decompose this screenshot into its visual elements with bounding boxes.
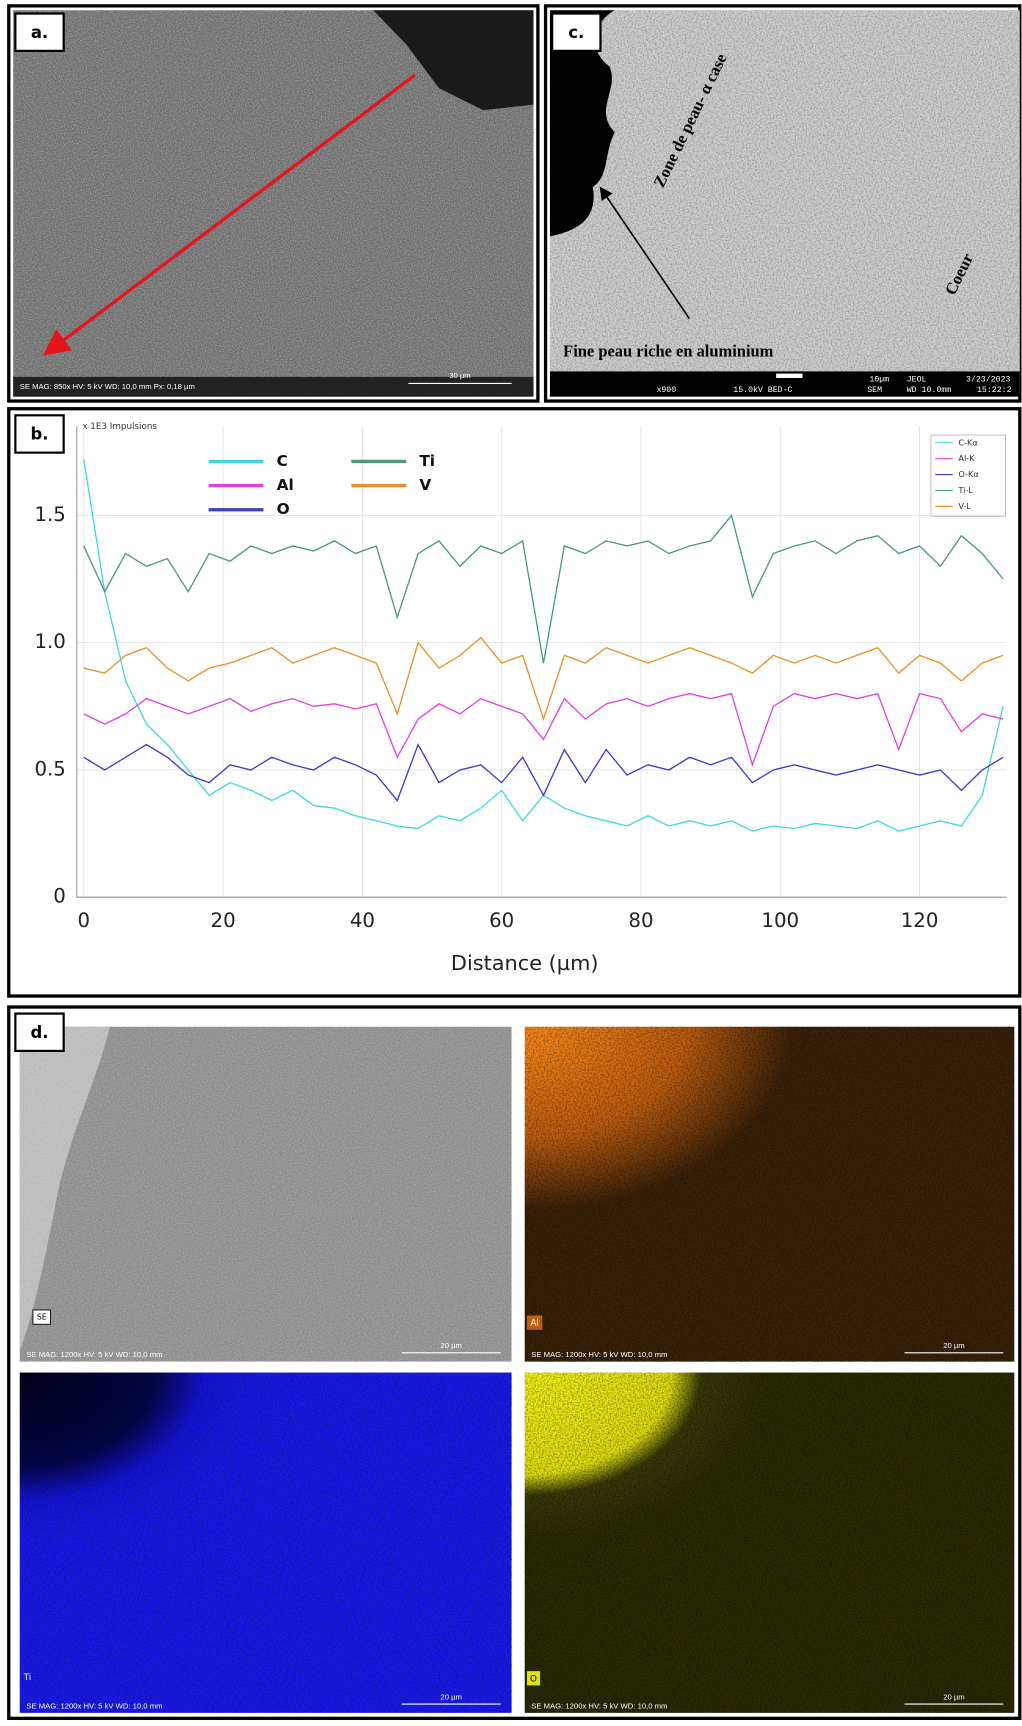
caption: SE MAG: 1200x HV: 5 kV WD: 10,0 mm [531, 1350, 667, 1359]
panel-tag [551, 12, 602, 52]
texture [19, 1372, 512, 1713]
panel-tag [14, 414, 65, 454]
x-tick-label: 40 [350, 909, 375, 932]
panel-tag [14, 12, 65, 52]
inset-legend-label: Ti-L [957, 485, 973, 495]
texture [524, 1026, 1015, 1362]
caption: SE MAG: 850x HV: 5 kV WD: 10,0 mm Px: 0,… [20, 382, 195, 391]
legend-label: Ti [419, 452, 435, 470]
legend-label: O [277, 500, 290, 518]
y-tick-label: 0.5 [34, 757, 65, 780]
tag-box [526, 1315, 543, 1330]
panel-label: d. [31, 1023, 49, 1042]
se-tag: SE [37, 1313, 47, 1322]
scale-label: 10µm [869, 375, 889, 384]
unit-label: x 1E3 Impulsions [82, 422, 157, 432]
series-line [83, 636, 1004, 722]
scale-label: 20 µm [943, 1341, 964, 1350]
legend-label: V [419, 476, 431, 494]
tag-box [526, 1671, 541, 1686]
mount-region [549, 10, 615, 237]
scale-label: 20 µm [440, 1693, 461, 1702]
zone-arrow [599, 186, 691, 320]
panel-label: c. [568, 23, 584, 42]
brand: JEOL [907, 375, 927, 384]
series-line [83, 692, 1004, 767]
series-line [83, 514, 1004, 664]
o-tag: O [530, 1674, 537, 1684]
inset-legend-label: Al-K [958, 453, 975, 463]
panel-c: Zone de peau- α case Coeur Fine peau ric… [543, 4, 1022, 403]
inset-legend-box [930, 434, 1006, 517]
x-tick-label: 20 [211, 909, 236, 932]
x-tick-label: 0 [78, 909, 91, 932]
x-tick-label: 80 [628, 909, 653, 932]
profile-arrow [43, 73, 416, 356]
pore [373, 10, 534, 111]
y-tick-label: 1.5 [34, 503, 65, 526]
panel-d: SE MAG: 1200x HV: 5 kV WD: 10,0 mm 20 µm S… [7, 1005, 1022, 1720]
inset-legend-label: V-L [958, 501, 971, 511]
caption: SE MAG: 1200x HV: 5 kV WD: 10,0 mm [531, 1701, 667, 1710]
x-tick-label: 60 [489, 909, 514, 932]
panel-b: x 1E3 Impulsions Distance (µm) b. 0 0.5 1.… [7, 407, 1022, 998]
working-distance: WD 10.0mm [907, 386, 951, 395]
al-tag: Al [530, 1319, 538, 1329]
legend-label: Al [277, 476, 294, 494]
mode: SEM [867, 386, 882, 395]
scale-bar [776, 373, 803, 378]
scale-label: 30 µm [449, 371, 470, 380]
date: 3/23/2023 [966, 374, 1010, 384]
y-tick-label: 1.0 [34, 630, 65, 653]
scale-label: 20 µm [943, 1693, 964, 1702]
panel-a: SE MAG: 850x HV: 5 kV WD: 10,0 mm Px: 0,… [7, 4, 540, 403]
y-tick-label: 0 [53, 885, 66, 908]
caption: SE MAG: 1200x HV: 5 kV WD: 10,0 mm [26, 1350, 162, 1359]
panel-tag [14, 1012, 65, 1053]
series-line [83, 742, 1004, 802]
panel-label: a. [31, 23, 48, 42]
scale-label: 20 µm [440, 1341, 461, 1350]
voltage: 15.0kV BED-C [733, 385, 792, 395]
captions: SE MAG: 1200x HV: 5 kV WD: 10,0 mm 20 µm S… [26, 1341, 1004, 1710]
time: 15:22:2 [977, 386, 1012, 395]
x-tick-label: 100 [761, 909, 799, 932]
texture [524, 1372, 1015, 1713]
inset-legend-label: O-Kα [958, 469, 979, 479]
skin-label: Fine peau riche en aluminium [563, 342, 774, 361]
caption: SE MAG: 1200x HV: 5 kV WD: 10,0 mm [26, 1701, 162, 1710]
tag-box [32, 1309, 51, 1325]
legend-label: C [277, 452, 288, 470]
texture [19, 1026, 512, 1362]
texture [549, 10, 1020, 397]
caption-bar [13, 376, 534, 397]
mag: x900 [656, 386, 676, 395]
panel-label: b. [31, 425, 49, 444]
x-tick-label: 120 [901, 909, 939, 932]
inset-legend-label: C-Kα [958, 437, 978, 447]
panel-frame [7, 407, 1022, 998]
x-axis-title: Distance (µm) [451, 951, 599, 975]
ti-tag: Ti [23, 1673, 32, 1683]
